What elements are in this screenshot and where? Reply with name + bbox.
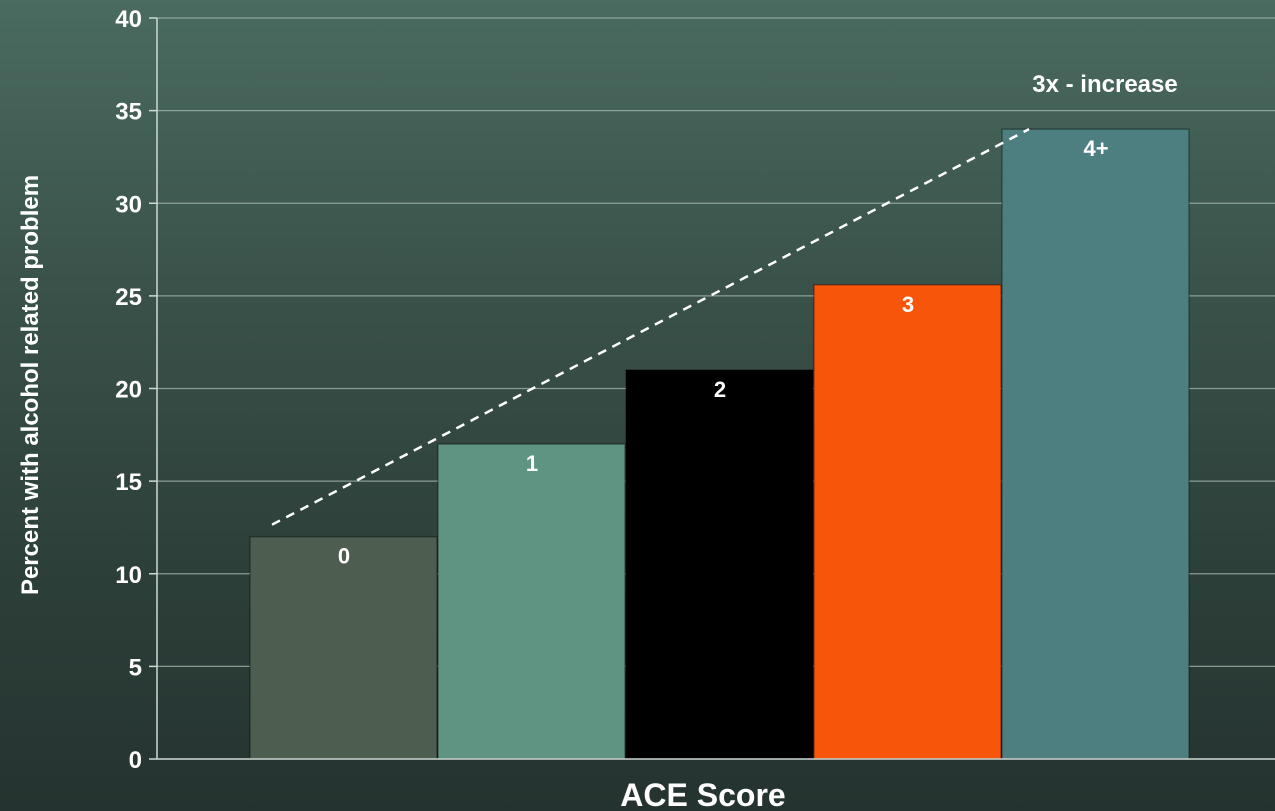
bar-label-0: 0 — [338, 544, 350, 569]
y-tick-label-5: 5 — [129, 654, 142, 681]
bar-0 — [249, 535, 438, 760]
bars — [249, 128, 1190, 760]
bar-label-4+: 4+ — [1083, 136, 1108, 161]
y-tick-label-15: 15 — [115, 469, 142, 496]
y-tick-label-10: 10 — [115, 562, 142, 589]
y-tick-label-35: 35 — [115, 99, 142, 126]
bar-4+ — [1001, 128, 1190, 760]
trend-line — [271, 128, 1030, 526]
x-axis-title: ACE Score — [620, 777, 785, 811]
bar-2 — [625, 369, 814, 760]
y-axis-title: Percent with alcohol related problem — [17, 175, 44, 595]
y-axis-ticks: 0 5 10 15 20 25 30 35 40 — [115, 6, 157, 774]
bar-1 — [437, 443, 626, 760]
bar-label-2: 2 — [714, 377, 726, 402]
y-tick-label-30: 30 — [115, 191, 142, 218]
bar-label-1: 1 — [526, 451, 538, 476]
annotation-label: 3x - increase — [1032, 71, 1177, 98]
bar-labels: 0 1 2 3 4+ — [338, 136, 1109, 569]
y-tick-label-0: 0 — [129, 747, 142, 774]
bar-3 — [813, 284, 1002, 760]
y-tick-label-25: 25 — [115, 284, 142, 311]
y-tick-label-40: 40 — [115, 6, 142, 33]
bar-label-3: 3 — [902, 292, 914, 317]
y-tick-label-20: 20 — [115, 377, 142, 404]
